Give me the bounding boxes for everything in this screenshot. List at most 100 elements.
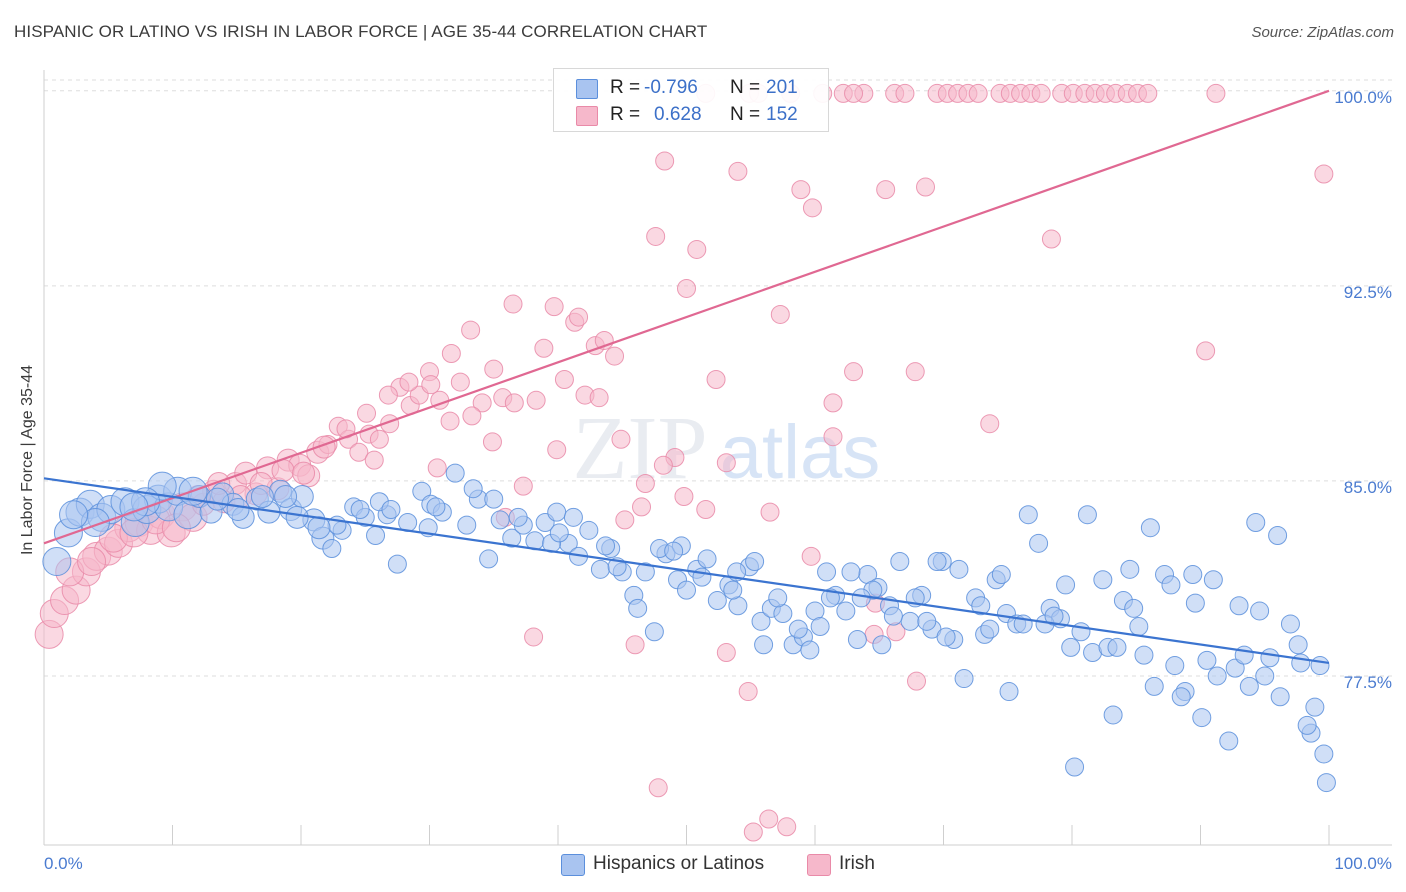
hispanic-point <box>841 562 861 582</box>
hispanic-point <box>1310 656 1330 676</box>
hispanic-point <box>445 463 465 483</box>
irish-point <box>738 682 758 702</box>
y-tick-labels: 77.5% 85.0% 92.5% 100.0% <box>1334 88 1392 692</box>
legend-swatch-blue <box>576 79 598 99</box>
legend-n-value: 201 <box>766 77 798 98</box>
hispanic-point <box>890 552 910 572</box>
y-tick-label: 77.5% <box>1344 673 1392 692</box>
hispanic-point <box>820 588 840 608</box>
hispanic-point <box>250 485 274 509</box>
irish-point <box>655 151 675 171</box>
irish-point <box>980 414 1000 434</box>
hispanic-point <box>980 619 1000 639</box>
irish-point <box>916 177 936 197</box>
hispanic-point <box>723 580 743 600</box>
irish-point <box>844 362 864 382</box>
irish-point <box>427 458 447 478</box>
trend-lines <box>43 89 1330 665</box>
hispanic-point <box>381 500 401 520</box>
hispanic-point <box>1246 513 1266 533</box>
irish-point <box>716 453 736 473</box>
axes <box>43 70 1392 846</box>
irish-points <box>34 83 1334 842</box>
irish-point <box>905 362 925 382</box>
irish-point <box>589 388 609 408</box>
irish-point <box>759 809 779 829</box>
bottom-legend-label: Hispanics or Latinos <box>593 853 765 874</box>
irish-point <box>653 455 673 475</box>
hispanic-point <box>322 539 342 559</box>
irish-point <box>462 406 482 426</box>
bottom-legend-swatch-blue <box>561 854 585 876</box>
legend-swatch-pink <box>576 106 598 126</box>
bottom-legend-label: Irish <box>839 853 875 874</box>
hispanic-point <box>800 640 820 660</box>
hispanic-point <box>1056 575 1076 595</box>
hispanic-point <box>1171 687 1191 707</box>
irish-point <box>760 502 780 522</box>
irish-point <box>968 83 988 103</box>
hispanic-point <box>635 562 655 582</box>
legend-r-label: R = <box>610 104 641 125</box>
irish-point <box>895 83 915 103</box>
hispanic-point <box>1260 648 1280 668</box>
irish-point <box>503 294 523 314</box>
irish-point <box>554 369 574 389</box>
hispanic-point <box>1192 708 1212 728</box>
y-tick-label: 92.5% <box>1344 283 1392 302</box>
irish-point <box>635 474 655 494</box>
irish-point <box>823 427 843 447</box>
irish-point <box>526 390 546 410</box>
hispanic-point <box>810 617 830 637</box>
irish-point <box>544 297 564 317</box>
irish-point <box>461 320 481 340</box>
hispanic-point <box>1103 705 1123 725</box>
hispanic-point <box>1288 635 1308 655</box>
hispanic-point <box>1134 645 1154 665</box>
hispanic-point <box>59 500 89 530</box>
source-label: Source: ZipAtlas.com <box>1251 24 1394 41</box>
hispanic-point <box>42 547 72 577</box>
hispanic-point <box>502 528 522 548</box>
hispanic-point <box>697 549 717 569</box>
hispanic-point <box>1029 533 1049 553</box>
bottom-legend-swatch-pink <box>807 854 831 876</box>
hispanic-point <box>490 510 510 530</box>
hispanic-point <box>1207 666 1227 686</box>
legend-n-value: 152 <box>766 104 798 125</box>
irish-point <box>569 307 589 327</box>
hispanic-point <box>1225 658 1245 678</box>
hispanic-point <box>1107 637 1127 657</box>
hispanic-point <box>1203 570 1223 590</box>
hispanic-point <box>917 611 937 631</box>
legend-r-label: R = <box>610 77 641 98</box>
hispanic-point <box>817 562 837 582</box>
hispanic-point <box>412 481 432 501</box>
watermark-atlas: atlas <box>720 410 881 495</box>
hispanic-point <box>1297 715 1317 735</box>
irish-point <box>802 198 822 218</box>
hispanic-point <box>1077 505 1097 525</box>
y-tick-label: 100.0% <box>1334 88 1392 107</box>
irish-point <box>625 635 645 655</box>
irish-point <box>791 180 811 200</box>
hispanic-points <box>42 463 1336 793</box>
y-tick-label: 85.0% <box>1344 478 1392 497</box>
irish-point <box>770 304 790 324</box>
hispanic-point <box>285 505 309 529</box>
hispanic-point <box>463 479 483 499</box>
hispanic-point <box>872 635 892 655</box>
hispanic-point <box>707 591 727 611</box>
hispanic-point <box>949 559 969 579</box>
irish-point <box>369 429 389 449</box>
hispanic-point <box>1120 559 1140 579</box>
hispanic-point <box>751 611 771 631</box>
hispanic-point <box>1140 518 1160 538</box>
hispanic-point <box>1061 637 1081 657</box>
irish-point <box>611 429 631 449</box>
irish-point <box>472 393 492 413</box>
hispanic-point <box>1291 653 1311 673</box>
irish-point <box>646 226 666 246</box>
irish-point <box>687 239 707 259</box>
